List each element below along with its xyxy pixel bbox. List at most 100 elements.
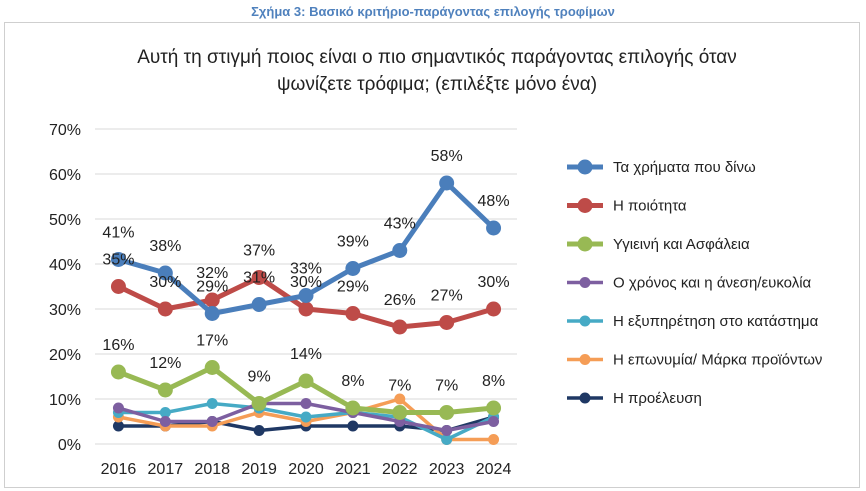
data-point xyxy=(345,261,361,276)
data-point xyxy=(159,407,171,418)
data-point xyxy=(251,396,267,411)
y-tick-label: 70% xyxy=(49,122,81,139)
legend-swatch-marker xyxy=(577,198,593,213)
data-label: 27% xyxy=(431,288,463,305)
data-label: 58% xyxy=(431,148,463,165)
data-label: 30% xyxy=(149,274,181,291)
data-label: 12% xyxy=(149,355,181,372)
data-point xyxy=(439,405,455,420)
x-tick-label: 2016 xyxy=(101,461,137,478)
data-label: 30% xyxy=(290,274,322,291)
data-point xyxy=(394,393,406,405)
legend-label: Η προέλευση xyxy=(613,390,702,407)
data-point xyxy=(345,400,361,416)
data-point xyxy=(204,306,220,321)
chart-title-line: ψωνίζετε τρόφιμα; (επιλέξτε μόνο ένα) xyxy=(277,74,597,95)
figure-caption: Σχήμα 3: Βασικό κριτήριο-παράγοντας επιλ… xyxy=(251,4,615,19)
y-tick-label: 50% xyxy=(49,212,81,229)
x-tick-label: 2022 xyxy=(382,461,418,478)
data-label: 8% xyxy=(482,373,505,390)
data-point xyxy=(441,434,453,445)
data-point xyxy=(392,405,408,420)
data-label: 14% xyxy=(290,346,322,363)
data-label: 26% xyxy=(384,292,416,309)
x-tick-label: 2023 xyxy=(429,461,465,478)
data-point xyxy=(112,420,124,432)
data-point xyxy=(488,434,500,445)
data-point xyxy=(300,411,312,423)
data-label: 31% xyxy=(243,270,275,287)
data-label: 39% xyxy=(337,234,369,251)
data-point xyxy=(251,297,267,312)
legend-swatch-marker xyxy=(579,277,591,288)
data-label: 48% xyxy=(478,193,510,210)
legend-label: Η εξυπηρέτηση στο κατάστημα xyxy=(613,313,819,330)
data-label: 38% xyxy=(149,238,181,255)
chart-frame: Αυτή τη στιγμή ποιος είναι ο πιο σημαντι… xyxy=(4,22,860,488)
data-point xyxy=(159,416,171,427)
data-point xyxy=(157,301,173,317)
data-label: 35% xyxy=(102,252,134,269)
legend-swatch-marker xyxy=(579,315,591,327)
data-point xyxy=(298,288,314,303)
data-point xyxy=(486,301,502,317)
data-label: 37% xyxy=(243,243,275,260)
line-chart: Αυτή τη στιγμή ποιος είναι ο πιο σημαντι… xyxy=(49,47,822,478)
legend-swatch-marker xyxy=(577,159,593,175)
x-tick-label: 2020 xyxy=(288,461,324,478)
data-point xyxy=(204,292,220,308)
data-point xyxy=(298,373,314,389)
data-point xyxy=(157,382,173,398)
data-label: 32% xyxy=(196,265,228,282)
y-tick-label: 10% xyxy=(49,392,81,409)
data-point xyxy=(345,306,361,321)
legend-label: Ο χρόνος και η άνεση/ευκολία xyxy=(613,275,812,292)
data-label: 29% xyxy=(196,279,228,296)
data-point xyxy=(157,265,173,281)
data-point xyxy=(298,301,314,317)
data-point xyxy=(441,425,453,436)
data-label: 29% xyxy=(337,279,369,296)
data-label: 30% xyxy=(478,274,510,291)
legend-label: Η ποιότητα xyxy=(613,198,687,215)
data-point xyxy=(439,315,455,330)
legend-label: Η επωνυμία/ Μάρκα προϊόντων xyxy=(613,352,822,369)
data-point xyxy=(347,420,359,432)
x-tick-label: 2017 xyxy=(148,461,184,478)
data-point xyxy=(253,425,265,436)
data-label: 9% xyxy=(248,369,271,386)
data-point xyxy=(300,398,312,409)
data-point xyxy=(392,319,408,335)
y-tick-label: 60% xyxy=(49,167,81,184)
data-label: 7% xyxy=(435,378,458,395)
y-tick-label: 0% xyxy=(58,437,81,454)
data-point xyxy=(486,220,502,236)
data-point xyxy=(488,416,500,427)
data-label: 8% xyxy=(341,373,364,390)
chart-title-line: Αυτή τη στιγμή ποιος είναι ο πιο σημαντι… xyxy=(137,47,737,68)
data-label: 43% xyxy=(384,216,416,233)
data-point xyxy=(486,400,502,416)
data-point xyxy=(392,243,408,258)
data-point xyxy=(110,279,126,294)
x-tick-label: 2018 xyxy=(194,461,230,478)
data-point xyxy=(204,360,220,375)
legend-swatch-marker xyxy=(579,392,591,404)
legend-label: Τα χρήματα που δίνω xyxy=(613,159,756,176)
y-tick-label: 20% xyxy=(49,347,81,364)
data-point xyxy=(251,270,267,285)
data-label: 33% xyxy=(290,261,322,278)
data-point xyxy=(206,398,218,409)
y-tick-label: 40% xyxy=(49,257,81,274)
data-label: 16% xyxy=(102,337,134,354)
data-point xyxy=(206,416,218,427)
data-point xyxy=(110,252,126,267)
data-label: 17% xyxy=(196,333,228,350)
x-tick-label: 2021 xyxy=(335,461,371,478)
data-point xyxy=(439,175,455,191)
data-point xyxy=(110,364,126,380)
data-point xyxy=(112,402,124,414)
legend-label: Υγιεινή και Ασφάλεια xyxy=(613,236,750,253)
x-tick-label: 2024 xyxy=(476,461,512,478)
x-tick-label: 2019 xyxy=(241,461,277,478)
